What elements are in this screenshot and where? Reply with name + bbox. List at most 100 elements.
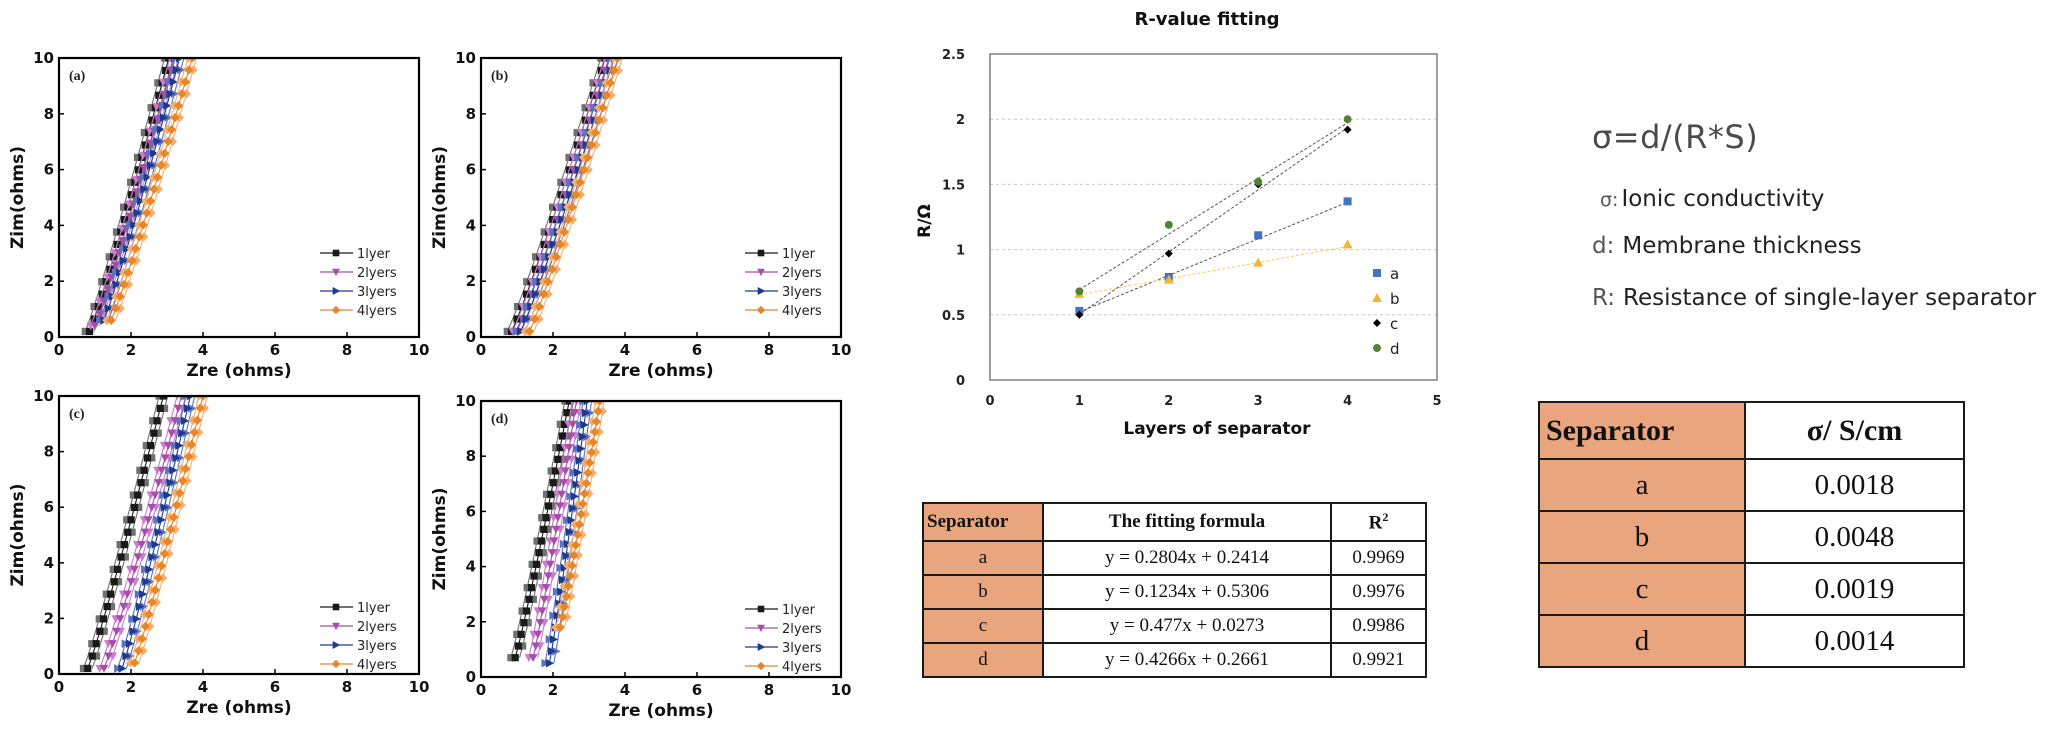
data-point-4lyers [133, 646, 144, 656]
y-tick-label: 6 [466, 502, 476, 520]
legend-label: 3lyers [782, 641, 822, 656]
trendline-d [1079, 122, 1348, 291]
data-point-1lyer [557, 178, 565, 186]
data-point-3lyers [172, 453, 181, 463]
table-row: c y = 0.477x + 0.0273 0.9986 [922, 608, 1427, 644]
data-point-1lyer [511, 654, 519, 662]
data-point-4lyers [551, 252, 561, 262]
data-point-3lyers [541, 658, 550, 668]
data-point-3lyers [158, 527, 168, 537]
data-point-2lyers [528, 654, 538, 662]
data-point-3lyers [118, 664, 127, 673]
data-point-3lyers [121, 639, 130, 648]
data-point-3lyers [566, 190, 575, 200]
data-point-3lyers [152, 125, 161, 134]
plot-frame [479, 56, 843, 339]
data-point-3lyers [172, 65, 182, 75]
data-point-1lyer [160, 404, 169, 412]
table-header-row: Separator The fitting formula R2 [922, 502, 1427, 542]
data-point-3lyers [140, 184, 149, 194]
data-point-1lyer [549, 502, 557, 510]
header-sigma: σ/ S/cm [1744, 401, 1965, 460]
series-line-4lyers [129, 396, 200, 664]
data-point-1lyer [117, 553, 125, 561]
data-point-1lyer [532, 253, 540, 261]
data-point-1lyer [142, 441, 150, 450]
data-point-3lyers [540, 264, 550, 274]
data-point-1lyer [130, 503, 138, 512]
data-point-2lyers [103, 285, 112, 294]
y-tick-label: 2 [466, 613, 476, 631]
data-point-4lyers [555, 239, 566, 250]
data-point-3lyers [532, 277, 541, 287]
data-point-3lyers [531, 289, 541, 299]
data-point-3lyers [132, 196, 141, 206]
y-tick-label: 1 [956, 244, 965, 259]
data-point-4lyers [561, 591, 572, 602]
data-point-3lyers [557, 587, 566, 597]
data-point-3lyers [104, 292, 113, 301]
data-point-3lyers [146, 160, 156, 170]
data-point-4lyers [152, 172, 163, 182]
data-point-3lyers [582, 408, 591, 418]
definition-d: d: Membrane thickness [1592, 233, 1862, 259]
data-point-4lyers [591, 416, 602, 427]
data-point-d [1343, 115, 1352, 124]
data-point-2lyers [118, 237, 127, 245]
data-point-4lyers [590, 127, 601, 138]
cell-r2: 0.9921 [1330, 642, 1427, 678]
x-tick-label: 2 [1164, 394, 1173, 409]
data-point-1lyer [135, 503, 143, 512]
data-point-4lyers [586, 140, 597, 150]
data-point-1lyer [155, 91, 163, 99]
data-point-2lyers [140, 528, 150, 537]
data-point-1lyer [547, 467, 555, 475]
data-point-2lyers [564, 444, 574, 452]
data-point-1lyer [124, 528, 132, 536]
data-point-4lyers [166, 524, 176, 535]
legend-marker [1373, 319, 1381, 327]
data-point-1lyer [154, 429, 162, 437]
data-point-2lyers [568, 420, 578, 429]
y-tick-label: 0 [44, 665, 54, 683]
data-point-3lyers [522, 314, 531, 324]
data-point-2lyers [555, 502, 565, 511]
data-point-4lyers [581, 478, 592, 488]
data-point-2lyers [154, 479, 163, 488]
data-point-b [1253, 257, 1264, 267]
cell-separator: b [1538, 510, 1746, 564]
legend-label: 2lyers [357, 620, 397, 635]
plot-frame [989, 53, 1438, 381]
data-point-1lyer [535, 549, 543, 557]
data-point-1lyer [532, 560, 541, 568]
data-point-1lyer [556, 420, 564, 428]
x-tick-label: 0 [54, 678, 64, 696]
data-point-4lyers [127, 255, 137, 266]
cell-separator: d [922, 642, 1044, 678]
x-tick-label: 5 [1432, 394, 1441, 409]
series-line-2lyers [528, 401, 573, 658]
data-point-1lyer [503, 327, 511, 336]
data-point-1lyer [147, 441, 155, 450]
cell-separator: d [1538, 614, 1746, 668]
data-point-b [1342, 239, 1353, 249]
data-point-2lyers [531, 642, 541, 651]
y-tick-label: 8 [44, 443, 54, 461]
data-point-1lyer [540, 525, 548, 533]
data-point-3lyers [549, 240, 558, 249]
data-point-4lyers [559, 227, 570, 237]
data-point-1lyer [90, 315, 98, 323]
data-point-3lyers [512, 327, 521, 336]
data-point-4lyers [153, 573, 164, 583]
data-point-1lyer [544, 502, 553, 510]
data-point-3lyers [125, 220, 135, 230]
data-point-3lyers [556, 563, 565, 573]
y-tick-label: 8 [44, 105, 54, 123]
eis-panel-b: 00 2 2 4 4 6 6 8 8 10 10 (b) Zre (ohms) Zim(ohms) 1lye… [430, 49, 851, 381]
data-point-3lyers [165, 465, 174, 475]
data-point-3lyers [574, 165, 583, 175]
data-point-4lyers [555, 622, 565, 632]
x-tick-label: 4 [620, 681, 630, 699]
data-point-2lyers [557, 490, 567, 499]
